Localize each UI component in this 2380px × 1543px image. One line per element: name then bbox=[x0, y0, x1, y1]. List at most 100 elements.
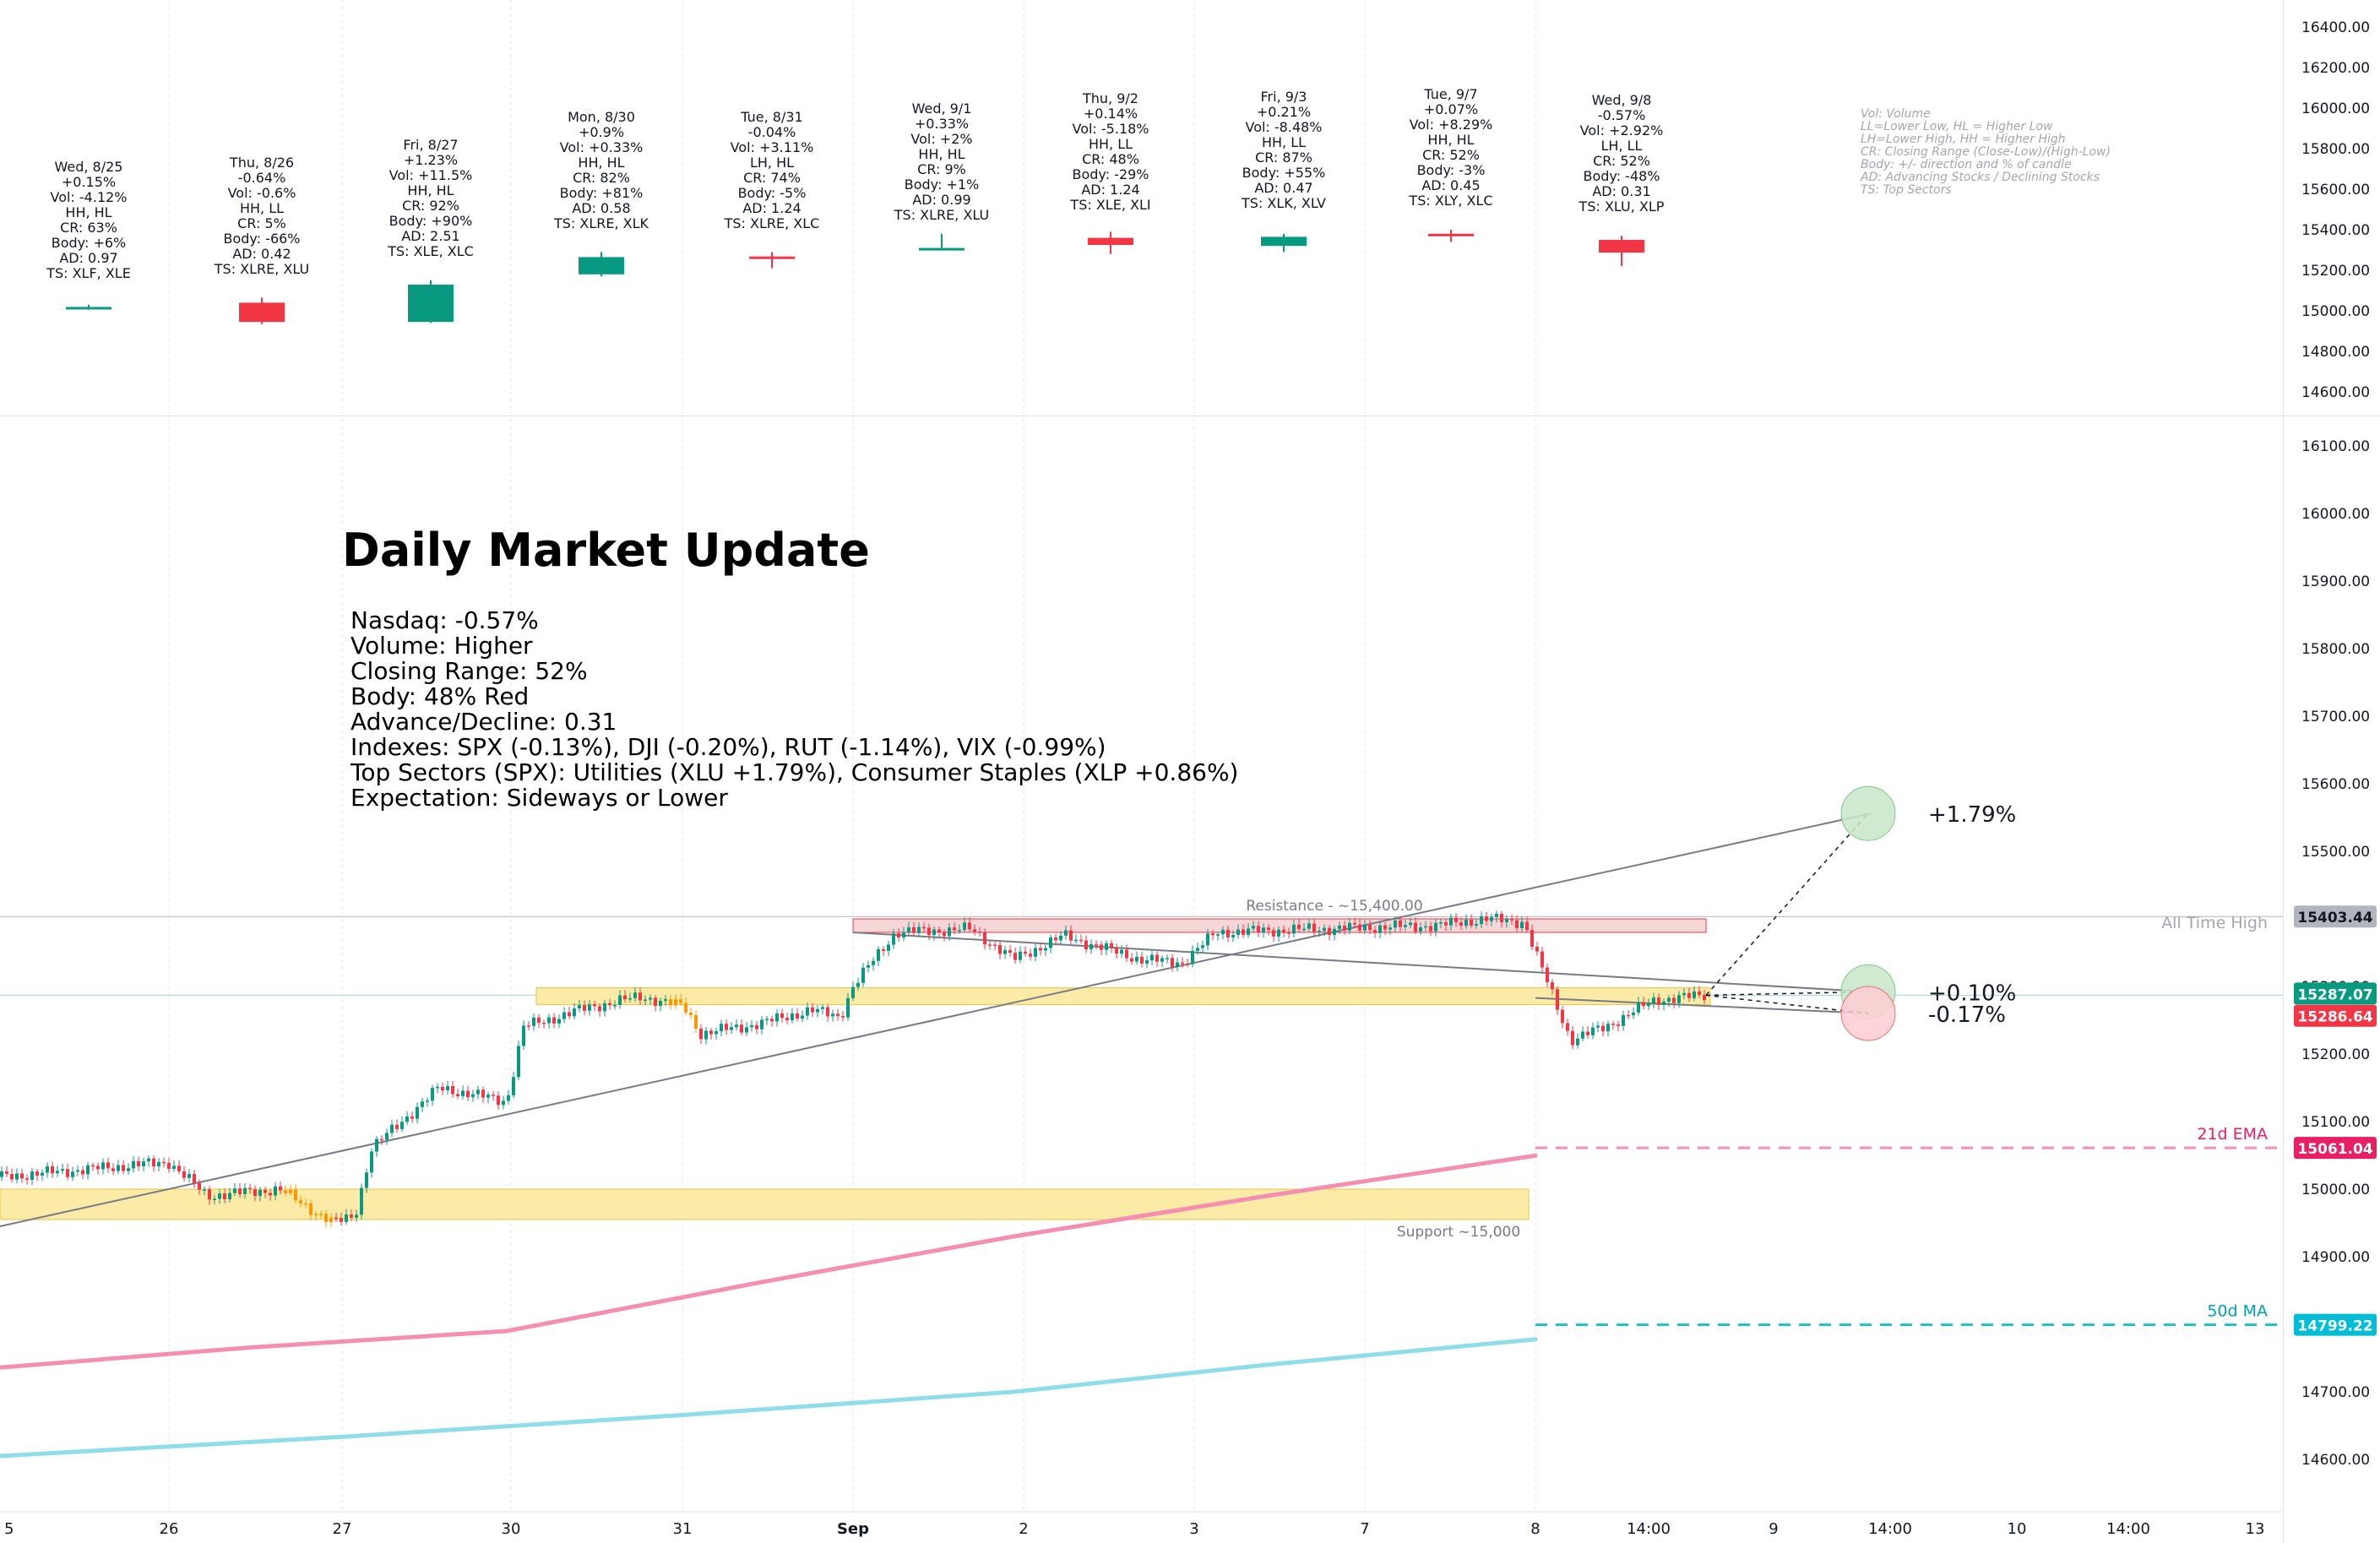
candle-body bbox=[1282, 929, 1285, 933]
candle-body bbox=[735, 1024, 738, 1028]
candle-body bbox=[360, 1187, 363, 1215]
summary-line: Nasdaq: -0.57% bbox=[350, 606, 539, 634]
candle-body bbox=[137, 1160, 140, 1166]
candle-body bbox=[329, 1217, 333, 1223]
candle-body bbox=[608, 1002, 611, 1006]
price-tick-label: 14800.00 bbox=[2301, 344, 2370, 361]
price-tick-label: 15000.00 bbox=[2301, 1182, 2370, 1198]
candle-body bbox=[816, 1008, 819, 1013]
candle-body bbox=[750, 1024, 753, 1028]
price-badge-label: 15061.04 bbox=[2297, 1141, 2372, 1158]
price-badge-label: 15286.64 bbox=[2297, 1009, 2372, 1026]
candle-body bbox=[1378, 925, 1382, 933]
price-badge bbox=[2294, 1313, 2377, 1336]
candle-body bbox=[248, 1187, 252, 1190]
price-tick-label: 14600.00 bbox=[2301, 384, 2370, 401]
candle-body bbox=[638, 992, 642, 1001]
price-badge bbox=[2294, 982, 2377, 1005]
candle-body bbox=[1242, 929, 1245, 935]
candle-body bbox=[1429, 926, 1432, 932]
day-stat-label: Tue, 9/7 +0.07% Vol: +8.29% HH, HL CR: 5… bbox=[1409, 85, 1493, 209]
candle-body bbox=[1216, 934, 1220, 936]
candle-body bbox=[937, 929, 941, 933]
candle-body bbox=[395, 1124, 399, 1129]
candle-body bbox=[1003, 949, 1007, 954]
candle-body bbox=[856, 982, 860, 987]
day-stat-label: Thu, 8/26 -0.64% Vol: -0.6% HH, LL CR: 5… bbox=[214, 155, 310, 278]
candle-body bbox=[836, 1013, 840, 1017]
candle-body bbox=[81, 1170, 84, 1175]
candle-body bbox=[1373, 930, 1377, 933]
price-tick-label: 16000.00 bbox=[2301, 101, 2370, 117]
candle-body bbox=[421, 1101, 424, 1107]
candle-body bbox=[162, 1161, 166, 1164]
candle-body bbox=[770, 1019, 774, 1022]
price-tick-label: 15400.00 bbox=[2301, 222, 2370, 239]
candle-body bbox=[1470, 919, 1473, 926]
candle-body bbox=[410, 1116, 414, 1119]
candle-body bbox=[1611, 1024, 1615, 1025]
candle-body bbox=[187, 1174, 191, 1178]
candle-body bbox=[299, 1200, 302, 1203]
candle-body bbox=[826, 1007, 829, 1017]
time-tick-label: 13 bbox=[2246, 1520, 2265, 1538]
candle-body bbox=[1054, 937, 1057, 941]
candle-body bbox=[598, 1006, 601, 1012]
candle-body bbox=[897, 933, 900, 938]
candle-body bbox=[471, 1094, 475, 1098]
candle-body bbox=[46, 1165, 49, 1173]
candle-body bbox=[978, 932, 981, 933]
candle-body bbox=[127, 1168, 130, 1171]
candle-body bbox=[948, 927, 951, 937]
daily-candle-body bbox=[1261, 236, 1307, 247]
candle-body bbox=[132, 1160, 135, 1169]
candle-body bbox=[1186, 964, 1189, 965]
candle-body bbox=[1008, 949, 1012, 954]
candle-body bbox=[892, 933, 895, 945]
candle-body bbox=[1535, 947, 1539, 952]
candle-body bbox=[1277, 929, 1280, 937]
candle-body bbox=[887, 944, 890, 951]
ema-label: 21d EMA bbox=[2197, 1125, 2268, 1144]
candle-body bbox=[431, 1088, 434, 1101]
candle-body bbox=[679, 999, 682, 1003]
price-tick-label: 16100.00 bbox=[2301, 438, 2370, 455]
candle-body bbox=[1130, 958, 1133, 962]
price-tick-label: 15600.00 bbox=[2301, 182, 2370, 198]
candle-body bbox=[258, 1189, 262, 1197]
candle-body bbox=[1024, 951, 1027, 954]
time-tick-label: 5 bbox=[4, 1520, 14, 1538]
candle-body bbox=[324, 1214, 328, 1223]
candle-body bbox=[709, 1030, 713, 1035]
candle-body bbox=[71, 1171, 74, 1177]
candle-body bbox=[542, 1023, 546, 1024]
price-badge bbox=[2294, 1004, 2377, 1027]
candle-body bbox=[765, 1019, 769, 1020]
price-tick-label: 16000.00 bbox=[2301, 506, 2370, 523]
candle-body bbox=[654, 997, 657, 1007]
candle-body bbox=[1698, 991, 1701, 996]
candle-body bbox=[1100, 944, 1103, 950]
time-tick-label: 2 bbox=[1019, 1520, 1028, 1538]
candle-body bbox=[1459, 922, 1463, 926]
candle-body bbox=[760, 1019, 763, 1030]
price-tick-label: 15000.00 bbox=[2301, 303, 2370, 320]
candle-body bbox=[1586, 1031, 1589, 1035]
ema-curve bbox=[0, 1153, 1538, 1370]
candle-body bbox=[1581, 1031, 1584, 1039]
candle-body bbox=[1292, 924, 1296, 934]
candle-body bbox=[334, 1217, 338, 1220]
candle-body bbox=[1353, 922, 1356, 925]
candle-body bbox=[1343, 925, 1346, 931]
time-tick-label: 8 bbox=[1530, 1520, 1540, 1538]
candle-body bbox=[294, 1189, 297, 1201]
candle-body bbox=[1115, 948, 1118, 954]
trendline-falling bbox=[852, 932, 1872, 993]
candle-body bbox=[1272, 930, 1275, 937]
candle-body bbox=[1287, 932, 1291, 934]
candle-body bbox=[1176, 962, 1179, 967]
candle-body bbox=[1495, 913, 1498, 917]
daily-candle-body bbox=[408, 285, 454, 323]
candle-body bbox=[1338, 925, 1341, 929]
